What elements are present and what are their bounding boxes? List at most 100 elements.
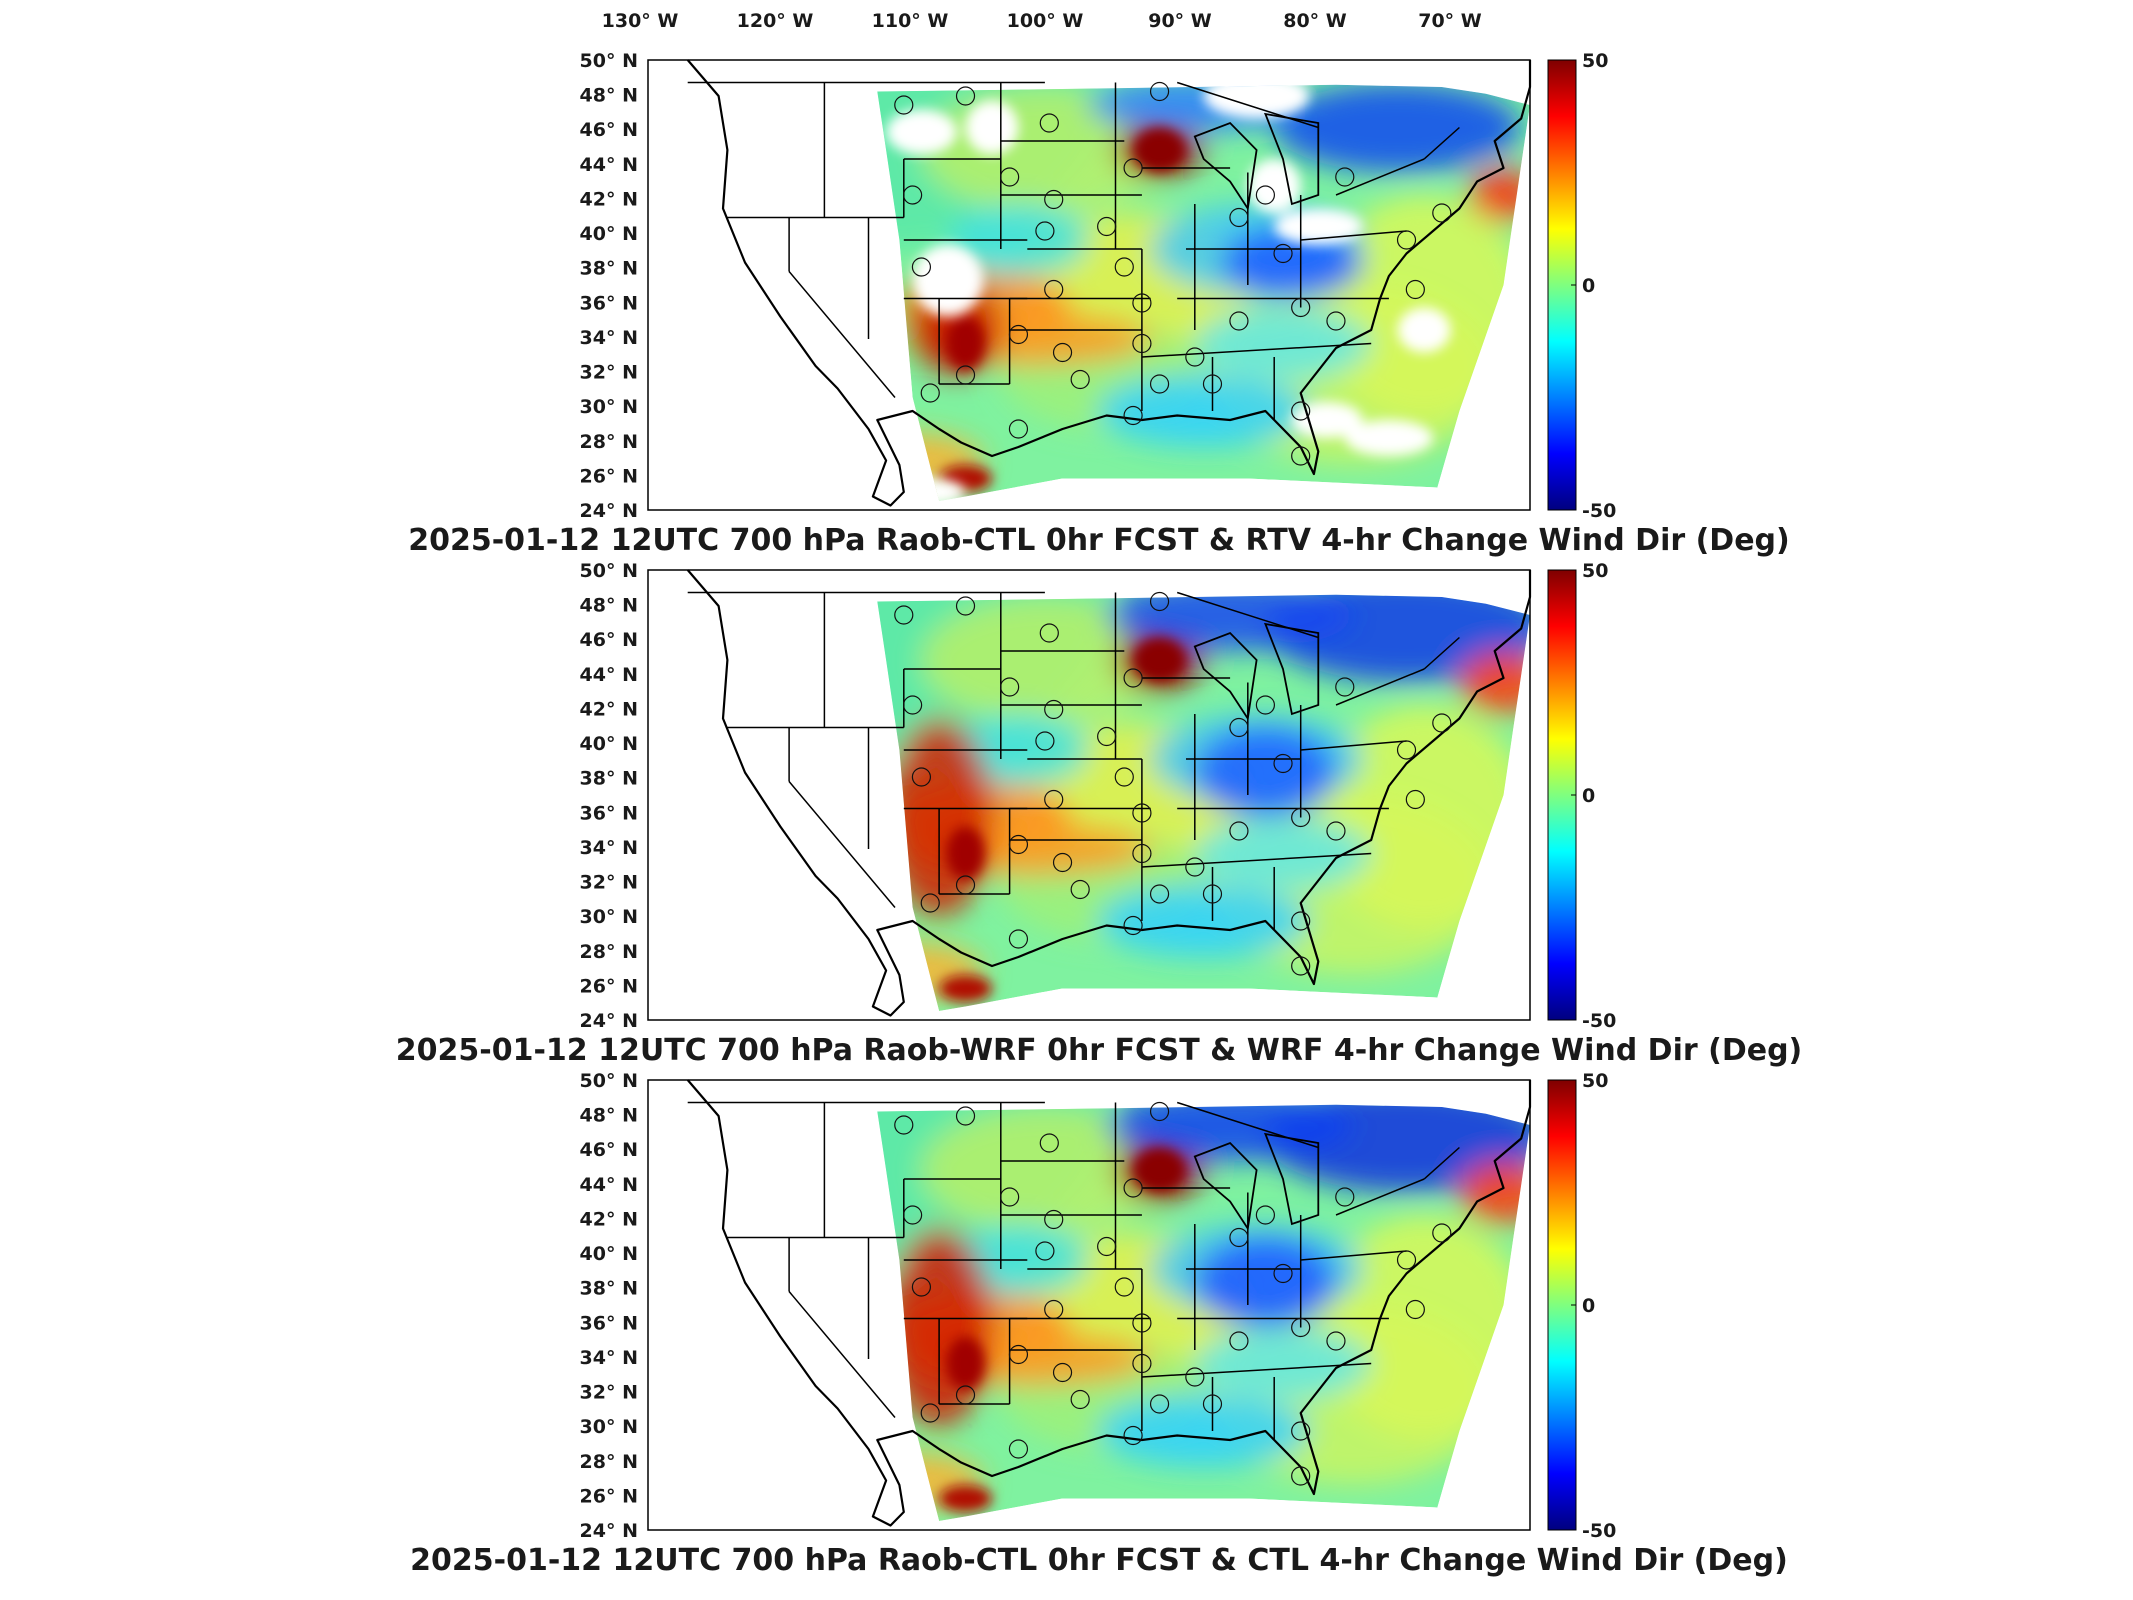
station-marker	[894, 1115, 914, 1135]
station-marker	[1044, 1209, 1064, 1230]
station-marker	[1229, 207, 1249, 228]
raob-stations	[894, 1101, 1452, 1486]
station-marker	[1044, 189, 1064, 210]
station-marker	[1291, 807, 1311, 828]
station-marker	[1229, 717, 1249, 738]
station-marker	[1008, 324, 1029, 345]
station-marker	[1044, 279, 1064, 300]
station-marker	[1432, 713, 1452, 733]
colorbar-tick-label: 0	[1582, 785, 1595, 807]
latitude-axis: 50° N 48° N 46° N 44° N 42° N 40° N 38° N 36° N…	[580, 560, 638, 1032]
station-marker	[1132, 293, 1152, 313]
station-marker	[1149, 1101, 1170, 1122]
lat-tick-label: 50° N	[580, 1070, 638, 1092]
station-marker	[1052, 1362, 1073, 1383]
station-marker	[1000, 677, 1020, 697]
colorbar: 50 0 -50	[1547, 560, 1616, 1032]
station-marker	[1149, 1394, 1170, 1414]
lat-tick-label: 24° N	[580, 1010, 638, 1032]
station-marker	[1039, 113, 1059, 133]
map-panels: 50° N 48° N 46° N 44° N 42° N 40° N 38° N 36° N…	[396, 50, 1803, 1578]
lat-tick-label: 26° N	[580, 975, 638, 997]
lat-tick-label: 50° N	[580, 50, 638, 72]
station-marker	[1229, 1331, 1249, 1351]
station-marker	[920, 1403, 940, 1423]
map-panel: 50° N 48° N 46° N 44° N 42° N 40° N 38° N 36° N…	[396, 560, 1803, 1068]
station-marker	[1052, 342, 1073, 363]
colorbar-tick-label: 0	[1582, 275, 1595, 297]
station-marker	[1008, 1344, 1029, 1365]
station-marker	[1132, 1313, 1152, 1333]
station-marker	[1132, 803, 1152, 823]
station-marker	[1291, 1317, 1311, 1338]
raob-stations	[894, 81, 1452, 466]
station-marker	[1070, 369, 1090, 390]
lake-outline	[1263, 1132, 1320, 1226]
station-marker	[902, 695, 923, 715]
station-marker	[1008, 834, 1029, 855]
lat-tick-label: 42° N	[580, 698, 638, 720]
station-marker	[1326, 311, 1346, 331]
station-marker	[955, 596, 976, 616]
lat-tick-label: 32° N	[580, 1382, 638, 1404]
station-marker	[1097, 1236, 1117, 1257]
lat-tick-label: 34° N	[580, 837, 638, 859]
state-borders	[687, 591, 1460, 930]
latitude-axis: 50° N 48° N 46° N 44° N 42° N 40° N 38° N 36° N…	[580, 50, 638, 522]
longitude-axis: 130° W 120° W 110° W 100° W 90° W 80° W 70° W	[602, 10, 1482, 32]
station-marker	[1123, 405, 1143, 426]
station-marker	[1000, 167, 1020, 187]
station-marker	[1291, 446, 1311, 466]
station-marker	[1202, 374, 1223, 394]
colorbar-gradient	[1547, 59, 1577, 511]
colorbar-tick-label: -50	[1582, 500, 1616, 522]
station-marker	[1405, 279, 1425, 300]
lon-tick-label: 110° W	[872, 10, 949, 32]
lat-tick-label: 44° N	[580, 154, 638, 176]
station-marker	[1123, 668, 1143, 688]
station-marker	[902, 185, 923, 205]
station-marker	[1335, 1187, 1355, 1207]
lat-tick-label: 46° N	[580, 1139, 638, 1161]
station-marker	[1114, 1277, 1134, 1297]
colorbar-tick-label: 0	[1582, 1295, 1595, 1317]
station-marker	[902, 1205, 923, 1225]
colorbar: 50 0 -50	[1547, 50, 1616, 522]
lat-tick-label: 28° N	[580, 431, 638, 453]
lat-tick-label: 46° N	[580, 119, 638, 141]
station-marker	[1000, 1187, 1020, 1207]
lon-tick-label: 100° W	[1007, 10, 1084, 32]
lat-tick-label: 50° N	[580, 560, 638, 582]
station-marker	[1396, 1250, 1417, 1270]
station-marker	[1405, 789, 1425, 810]
station-marker	[1114, 767, 1134, 787]
lat-tick-label: 26° N	[580, 465, 638, 487]
station-marker	[1291, 956, 1311, 976]
station-marker	[1273, 243, 1293, 264]
lat-tick-label: 30° N	[580, 396, 638, 418]
colorbar-tick-label: 50	[1582, 50, 1608, 72]
lat-tick-label: 42° N	[580, 1208, 638, 1230]
lat-tick-label: 32° N	[580, 872, 638, 894]
station-marker	[911, 767, 932, 787]
station-marker	[1291, 401, 1311, 421]
coastline	[686, 59, 1532, 507]
colorbar-tick-label: 50	[1582, 560, 1608, 582]
station-marker	[1396, 230, 1417, 250]
station-marker	[1035, 221, 1055, 241]
station-marker	[1229, 1227, 1249, 1248]
lat-tick-label: 28° N	[580, 1451, 638, 1473]
lake-outline	[1263, 112, 1320, 206]
lat-tick-label: 44° N	[580, 1174, 638, 1196]
station-marker	[955, 86, 976, 106]
lat-tick-label: 40° N	[580, 1243, 638, 1265]
station-marker	[1070, 1389, 1090, 1410]
state-borders	[687, 81, 1460, 420]
lat-tick-label: 28° N	[580, 941, 638, 963]
lat-tick-label: 34° N	[580, 1347, 638, 1369]
station-marker	[1044, 789, 1064, 810]
station-marker	[1273, 1263, 1293, 1284]
station-marker	[1432, 203, 1452, 223]
lon-tick-label: 130° W	[602, 10, 679, 32]
lat-tick-label: 48° N	[580, 1105, 638, 1127]
